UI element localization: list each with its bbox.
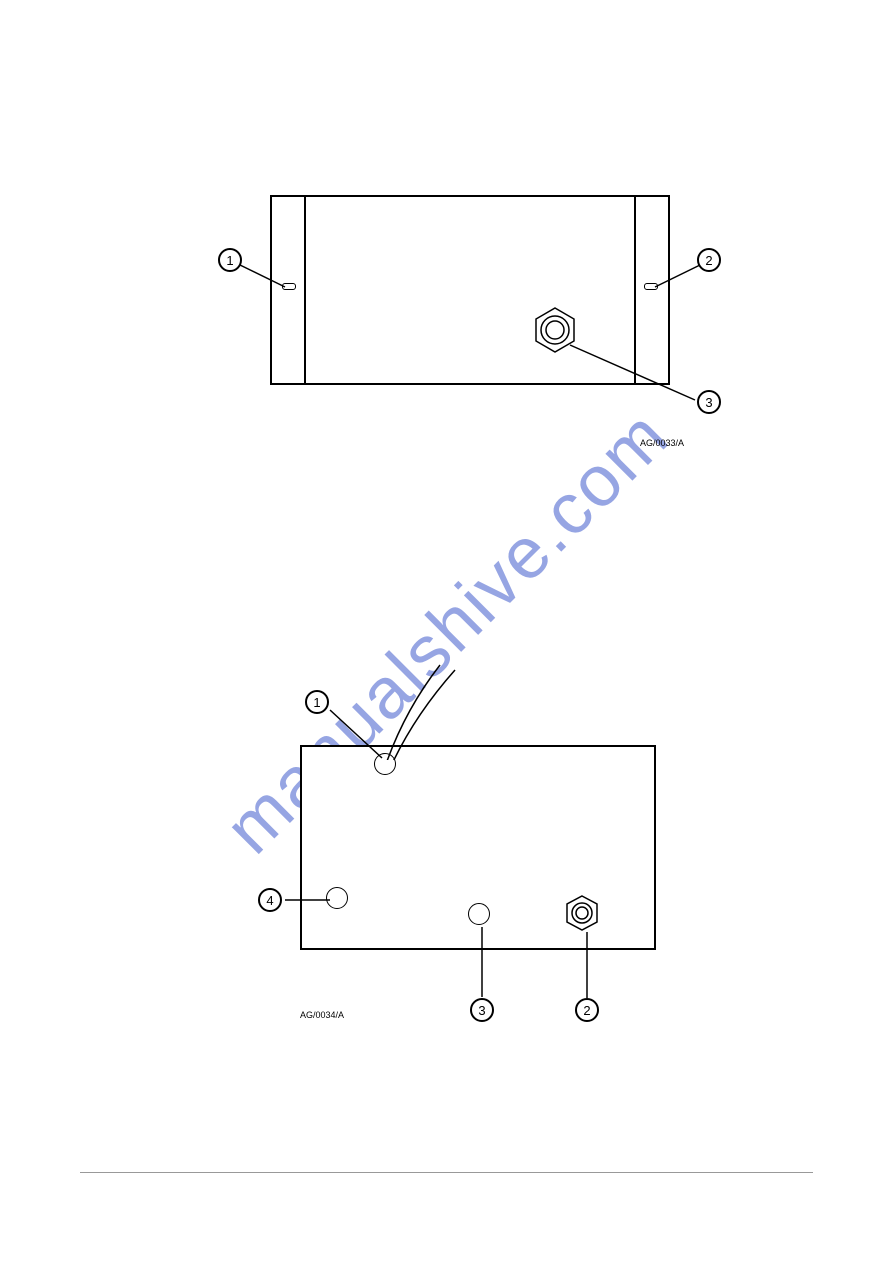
diagram2-callout1-line [320, 700, 390, 765]
callout-label: 1 [313, 695, 320, 710]
diagram2-callout-2: 2 [575, 998, 599, 1022]
diagram2-callout3-line [475, 925, 490, 1005]
diagram1-callout-2: 2 [697, 248, 721, 272]
callout-label: 3 [478, 1003, 485, 1018]
diagram2-callout-1: 1 [305, 690, 329, 714]
footer-divider [80, 1172, 813, 1173]
diagram2-port-3 [468, 903, 490, 925]
diagram1-callout-3: 3 [697, 390, 721, 414]
diagram2-callout-3: 3 [470, 998, 494, 1022]
callout-label: 2 [705, 253, 712, 268]
diagram2-hex-nut [562, 893, 602, 933]
callout-label: 3 [705, 395, 712, 410]
diagram1-callout3-line [565, 340, 705, 410]
diagram-2 [300, 745, 656, 950]
callout-label: 1 [226, 253, 233, 268]
diagram1-callout-1: 1 [218, 248, 242, 272]
diagram1-left-divider [304, 195, 306, 385]
callout-label: 2 [583, 1003, 590, 1018]
diagram2-callout4-line [280, 895, 340, 905]
diagram2-ref-label: AG/0034/A [300, 1010, 344, 1020]
callout-label: 4 [266, 893, 273, 908]
diagram2-callout-4: 4 [258, 888, 282, 912]
diagram1-ref-label: AG/0033/A [640, 438, 684, 448]
diagram2-callout2-line [580, 930, 595, 1005]
